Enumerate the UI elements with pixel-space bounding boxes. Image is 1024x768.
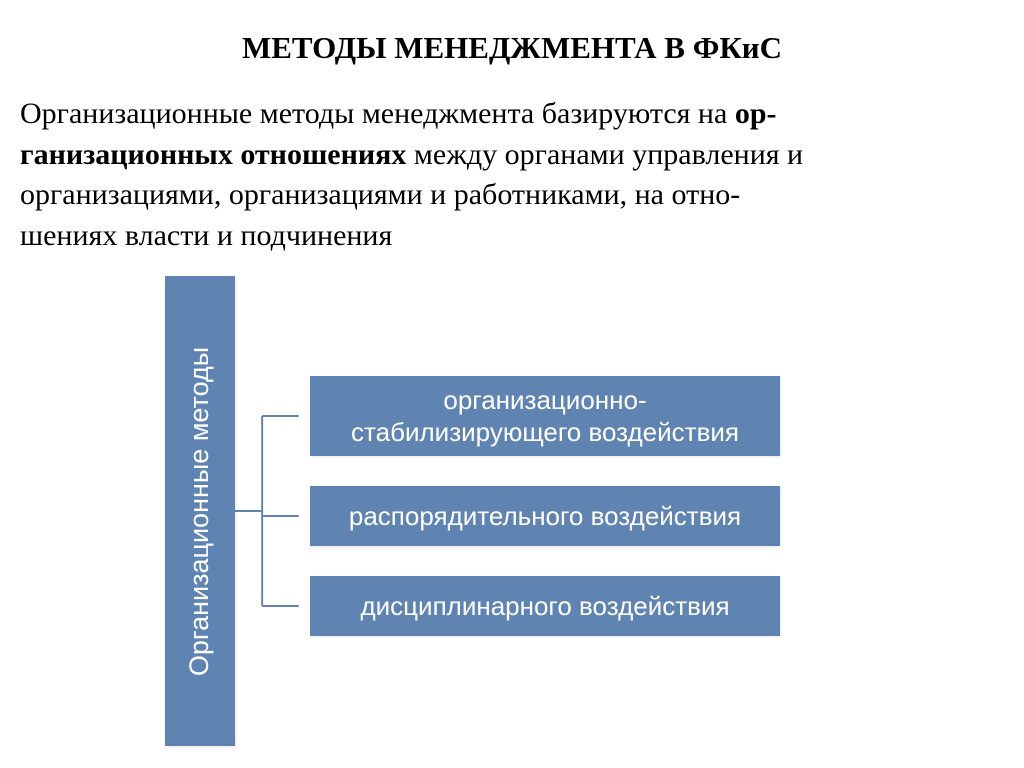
para-pre: Организационные методы менеджмента базир…	[20, 97, 735, 130]
branch-node-1: распорядительного воздействия	[310, 486, 780, 546]
branch-node-2: дисциплинарного воздействия	[310, 576, 780, 636]
org-methods-diagram: Организационные методы организационно-ст…	[20, 276, 1004, 766]
root-node-label: Организационные методы	[185, 346, 216, 675]
intro-paragraph: Организационные методы менеджмента базир…	[20, 94, 1004, 256]
page-title: МЕТОДЫ МЕНЕДЖМЕНТА В ФКиС	[20, 30, 1004, 66]
branch-node-0: организационно-стабилизирующего воздейст…	[310, 376, 780, 456]
root-node: Организационные методы	[165, 276, 235, 746]
